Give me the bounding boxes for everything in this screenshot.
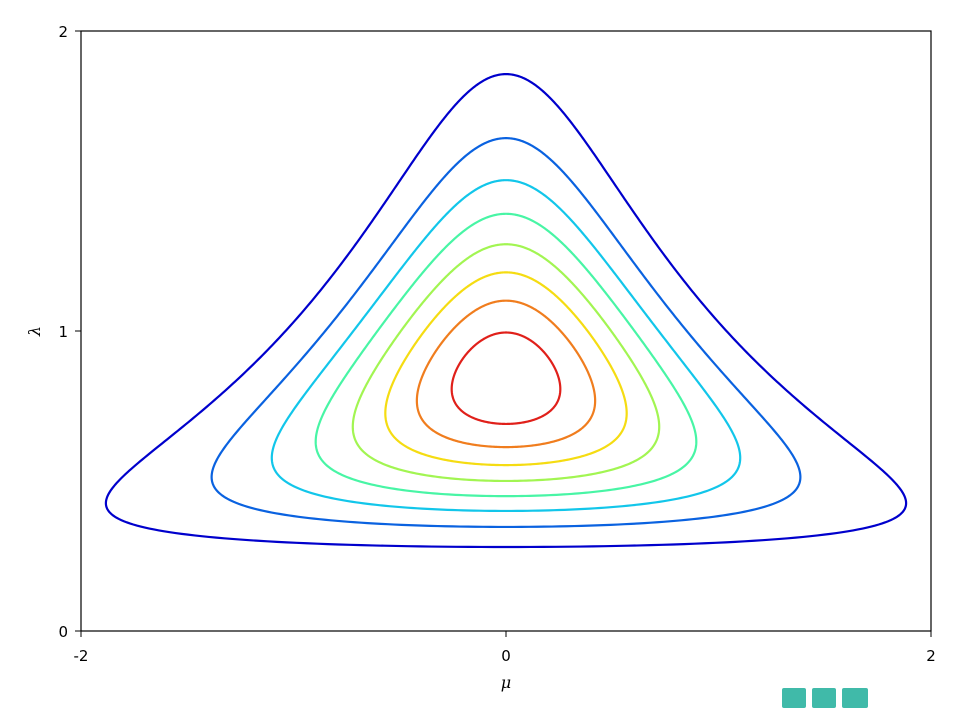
- x-tick-label: 0: [501, 647, 511, 665]
- x-axis-label: μ: [501, 673, 511, 692]
- contour-line: [415, 299, 597, 449]
- contour-line: [104, 72, 908, 549]
- y-axis-label: λ: [25, 326, 44, 337]
- x-axis: -2 0 2 μ: [74, 631, 936, 692]
- contour-line: [384, 271, 628, 467]
- x-tick-label: -2: [74, 647, 89, 665]
- contour-lines: [104, 72, 908, 549]
- x-tick-label: 2: [926, 647, 936, 665]
- y-tick-label: 1: [58, 323, 68, 341]
- contour-line: [210, 137, 802, 529]
- contour-line: [351, 243, 661, 483]
- contour-line: [450, 331, 562, 426]
- contour-line: [314, 212, 698, 498]
- y-tick-label: 0: [58, 623, 68, 641]
- y-tick-label: 2: [58, 23, 68, 41]
- y-axis: 0 1 2 λ: [25, 23, 81, 641]
- axes-frame: [80, 30, 932, 632]
- contour-line: [270, 179, 742, 513]
- watermark-logo: [782, 688, 868, 708]
